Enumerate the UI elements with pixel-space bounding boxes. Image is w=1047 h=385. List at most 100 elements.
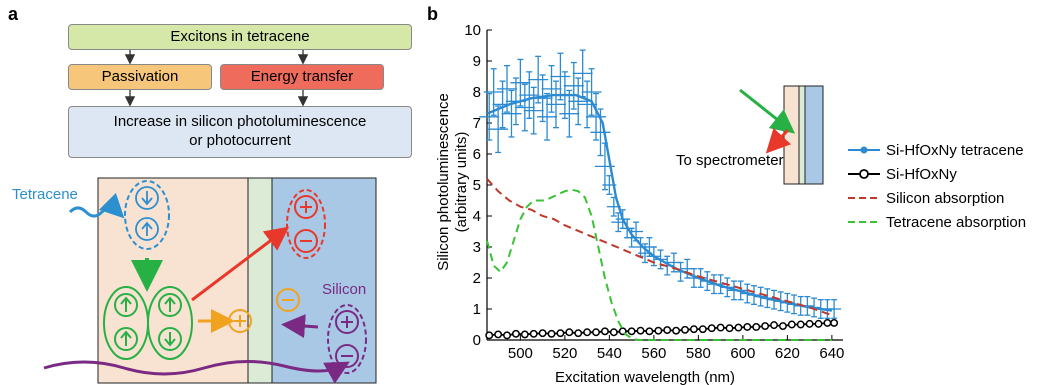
data-point: [823, 319, 832, 327]
data-point: [556, 329, 565, 338]
data-point: [503, 331, 511, 340]
data-point: [538, 329, 547, 338]
legend-item: Si-HfOxNy tetracene: [848, 142, 1024, 159]
data-point: [770, 321, 778, 330]
legend-label: Tetracene absorption: [886, 214, 1026, 231]
data-point: [583, 328, 592, 337]
x-tick-label: 560: [641, 345, 666, 362]
inset-tetracene: [783, 85, 800, 185]
x-tick-label: 520: [552, 345, 577, 362]
data-point: [734, 323, 743, 332]
data-point: [689, 325, 698, 334]
legend: Si-HfOxNy tetracene Si-HfOxNy Silicon abso…: [848, 142, 1026, 231]
panel-a-diagram: Tetracene Silicon: [12, 50, 377, 384]
tetracene-label: Tetracene: [12, 186, 78, 203]
x-tick-label: 580: [686, 345, 711, 362]
result-box: Increase in silicon photoluminescence or…: [68, 106, 412, 158]
fit-line: [486, 93, 833, 312]
series-3: [486, 188, 832, 341]
inset-label: To spectrometer: [676, 152, 784, 169]
data-point: [672, 326, 681, 335]
silicon-exciton-red: [286, 189, 326, 259]
data-point: [645, 327, 654, 336]
series: [479, 49, 842, 341]
data-point: [743, 323, 752, 331]
series-line: [486, 188, 832, 341]
flow-arrows: [124, 50, 309, 107]
data-point: [787, 320, 796, 329]
data-point: [814, 319, 823, 328]
x-axis-label: Excitation wavelength (nm): [555, 369, 735, 385]
data-point: [752, 323, 761, 331]
data-point: [805, 319, 814, 328]
y-tick-label: 10: [464, 22, 481, 39]
data-point: [494, 330, 503, 339]
y-tick-label: 9: [473, 53, 481, 70]
data-point: [547, 329, 556, 338]
data-point: [636, 326, 645, 335]
data-point: [565, 328, 574, 337]
data-point: [716, 323, 725, 332]
data-point: [698, 325, 707, 334]
data-point: [609, 328, 618, 337]
energy-transfer-arrow: [191, 226, 290, 302]
data-point: [574, 329, 583, 338]
result-line-2: or photocurrent: [189, 132, 291, 149]
data-point: [707, 324, 716, 333]
x-tick-label: 600: [730, 345, 755, 362]
incoming-light-wave: [68, 192, 125, 219]
x-tick-label: 620: [775, 345, 800, 362]
data-point: [796, 320, 805, 329]
y-tick-label: 8: [473, 84, 481, 101]
series-0: [479, 49, 842, 319]
data-point: [681, 325, 689, 334]
x-tick-label: 540: [597, 345, 622, 362]
tetracene-exciton: [124, 180, 170, 250]
y-axis-label-line-1: Silicon photoluminescence: [435, 93, 452, 271]
inset-silicon: [804, 85, 824, 185]
series-1: [485, 319, 839, 340]
triplet-pair: [103, 286, 193, 360]
inset-excitation-arrow: [739, 88, 796, 134]
excitons-box: Excitons in tetracene: [68, 24, 412, 50]
data-point: [778, 322, 787, 330]
y-tick-label: 2: [473, 270, 481, 287]
data-point: [600, 327, 609, 336]
legend-label: Si-HfOxNy: [886, 166, 957, 183]
legend-marker: [860, 146, 868, 154]
x-tick-label: 500: [508, 345, 533, 362]
data-point: [663, 326, 672, 335]
y-tick-label: 3: [473, 239, 481, 256]
tick-labels: 0 1 2 3 4 5 6 7 8 9 10 500 520 540 560 580 600 620 640: [464, 22, 844, 362]
data-point: [592, 328, 600, 337]
y-tick-label: 4: [473, 208, 481, 225]
panel-b-letter: b: [427, 4, 438, 24]
y-tick-label: 6: [473, 146, 481, 163]
inset-interlayer: [798, 85, 806, 185]
data-point: [654, 326, 663, 335]
data-point: [725, 324, 734, 333]
data-point: [830, 319, 839, 327]
legend-item: Tetracene absorption: [848, 214, 1026, 231]
data-point: [627, 327, 636, 336]
y-tick-label: 5: [473, 177, 481, 194]
data-point: [529, 329, 538, 338]
inset-emission-arrow: [765, 127, 792, 154]
panel-a-letter: a: [8, 4, 19, 24]
result-line-1: Increase in silicon photoluminescence: [113, 113, 367, 131]
silicon-label: Silicon: [322, 281, 366, 298]
series-line: [486, 178, 833, 317]
legend-marker: [859, 169, 869, 179]
legend-item: Si-HfOxNy: [848, 166, 957, 183]
y-tick-label: 0: [473, 332, 481, 349]
x-tick-label: 640: [819, 345, 844, 362]
series-2: [486, 178, 833, 317]
energy-transfer-box: Energy transfer: [220, 64, 384, 90]
series-line: [489, 321, 835, 337]
passivation-charges: [228, 288, 300, 333]
y-tick-label: 7: [473, 115, 481, 132]
data-point: [485, 331, 494, 340]
y-tick-label: 1: [473, 301, 481, 318]
data-point: [761, 322, 770, 330]
